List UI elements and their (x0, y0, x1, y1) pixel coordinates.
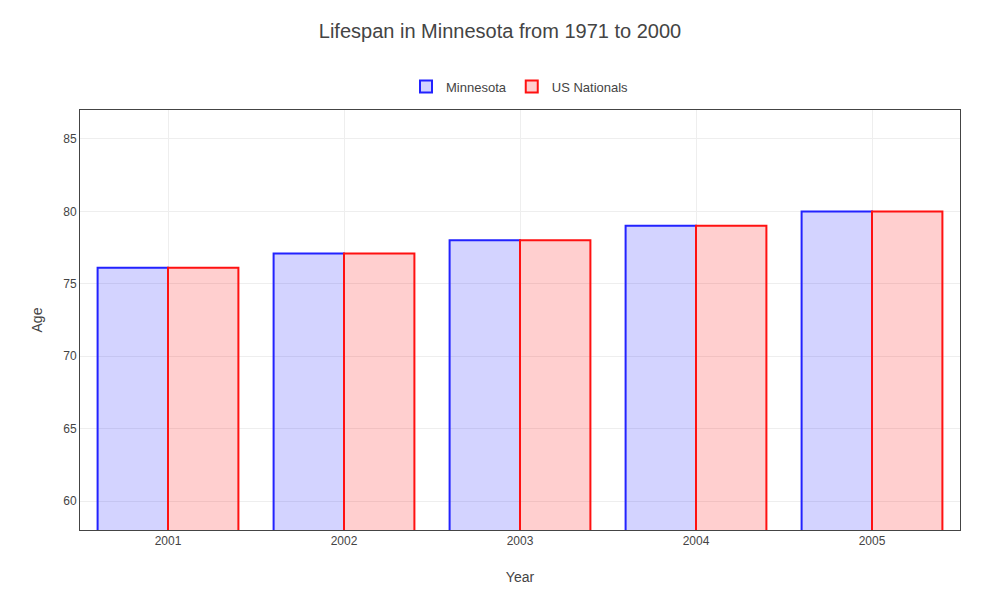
svg-text:2001: 2001 (155, 534, 182, 548)
svg-text:70: 70 (63, 349, 77, 363)
svg-text:80: 80 (63, 205, 77, 219)
svg-text:60: 60 (63, 494, 77, 508)
svg-text:2003: 2003 (507, 534, 534, 548)
svg-text:US Nationals: US Nationals (552, 80, 628, 95)
svg-text:Year: Year (506, 569, 535, 585)
svg-text:Age: Age (29, 307, 45, 332)
svg-text:2002: 2002 (331, 534, 358, 548)
svg-text:2005: 2005 (859, 534, 886, 548)
svg-text:Minnesota: Minnesota (446, 80, 507, 95)
svg-text:85: 85 (63, 132, 77, 146)
svg-text:Lifespan in Minnesota from 197: Lifespan in Minnesota from 1971 to 2000 (319, 20, 681, 42)
svg-text:75: 75 (63, 277, 77, 291)
svg-text:2004: 2004 (683, 534, 710, 548)
svg-text:65: 65 (63, 422, 77, 436)
